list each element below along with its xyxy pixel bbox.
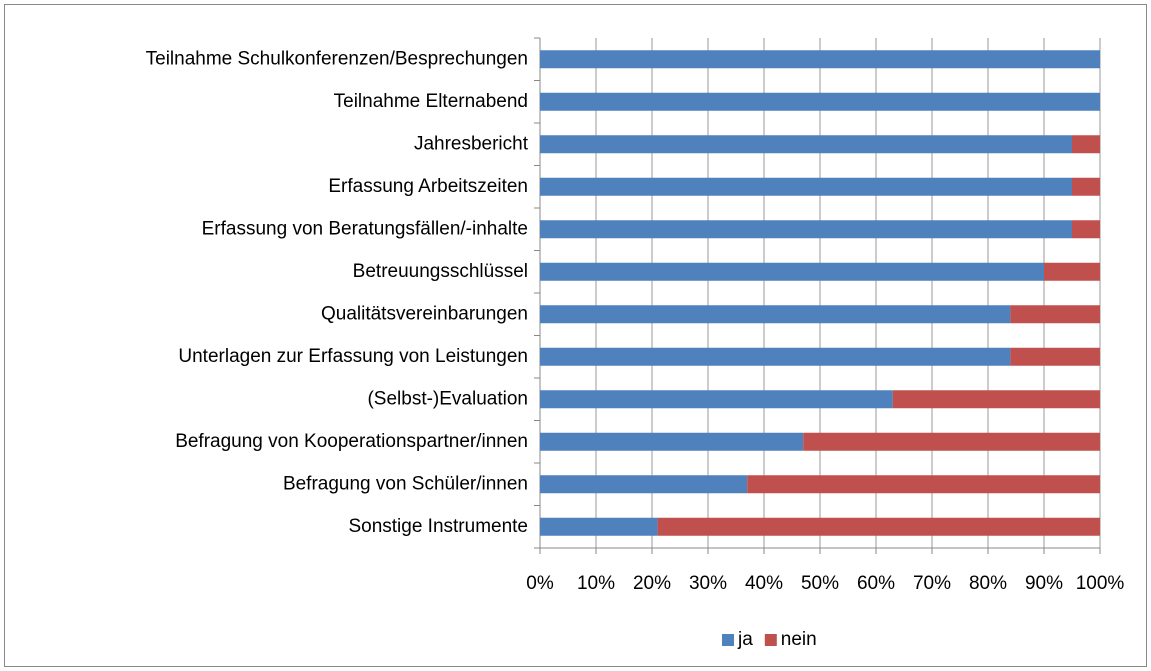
x-tick-label: 90%	[1025, 573, 1063, 594]
x-tick-label: 0%	[526, 573, 554, 594]
bar-segment	[540, 220, 1072, 239]
bar-segment	[540, 177, 1072, 196]
legend-swatch	[722, 634, 734, 646]
x-tick-label: 40%	[745, 573, 783, 594]
bar-segment	[540, 305, 1011, 324]
bar-segment	[1072, 135, 1100, 154]
bar-segment	[803, 432, 1100, 451]
y-tick-label: Unterlagen zur Erfassung von Leistungen	[178, 346, 528, 367]
y-tick-label: Jahresbericht	[414, 133, 529, 154]
bar-segment	[1010, 347, 1100, 366]
legend-label: nein	[781, 629, 817, 650]
x-tick-label: 10%	[577, 573, 615, 594]
y-tick-label: Teilnahme Elternabend	[334, 91, 528, 112]
x-tick-label: 20%	[633, 573, 671, 594]
x-tick-label: 70%	[913, 573, 951, 594]
y-tick-label: Teilnahme Schulkonferenzen/Besprechungen	[146, 48, 528, 69]
bar-segment	[1072, 220, 1100, 239]
x-tick-label: 100%	[1076, 573, 1125, 594]
x-tick-label: 50%	[801, 573, 839, 594]
y-tick-label: Befragung von Kooperationspartner/innen	[175, 431, 528, 452]
legend-label: ja	[737, 629, 753, 650]
bar-segment	[1044, 262, 1100, 281]
y-tick-label: Erfassung von Beratungsfällen/-inhalte	[202, 218, 528, 239]
bar-segment	[540, 475, 748, 494]
bar-segment	[540, 432, 804, 451]
x-tick-label: 30%	[689, 573, 727, 594]
x-tick-label: 60%	[857, 573, 895, 594]
y-tick-label: Qualitätsvereinbarungen	[321, 303, 528, 324]
bar-segment	[540, 262, 1044, 281]
x-tick-label: 80%	[969, 573, 1007, 594]
legend-swatch	[764, 634, 777, 646]
bar-segment	[540, 50, 1100, 69]
bar-segment	[657, 517, 1100, 536]
bar-segment	[540, 517, 658, 536]
y-tick-label: Sonstige Instrumente	[348, 516, 528, 537]
y-tick-label: Erfassung Arbeitszeiten	[328, 176, 528, 197]
bar-segment	[892, 390, 1100, 409]
y-tick-label: (Selbst-)Evaluation	[367, 388, 528, 409]
bar-segment	[540, 135, 1072, 154]
y-tick-label: Befragung von Schüler/innen	[283, 473, 528, 494]
y-tick-label: Betreuungsschlüssel	[353, 261, 528, 282]
bar-segment	[747, 475, 1100, 494]
bar-segment	[540, 390, 893, 409]
bar-segment	[540, 92, 1100, 111]
chart-border	[4, 4, 1147, 667]
bar-segment	[1010, 305, 1100, 324]
bar-segment	[1072, 177, 1100, 196]
bar-segment	[540, 347, 1011, 366]
